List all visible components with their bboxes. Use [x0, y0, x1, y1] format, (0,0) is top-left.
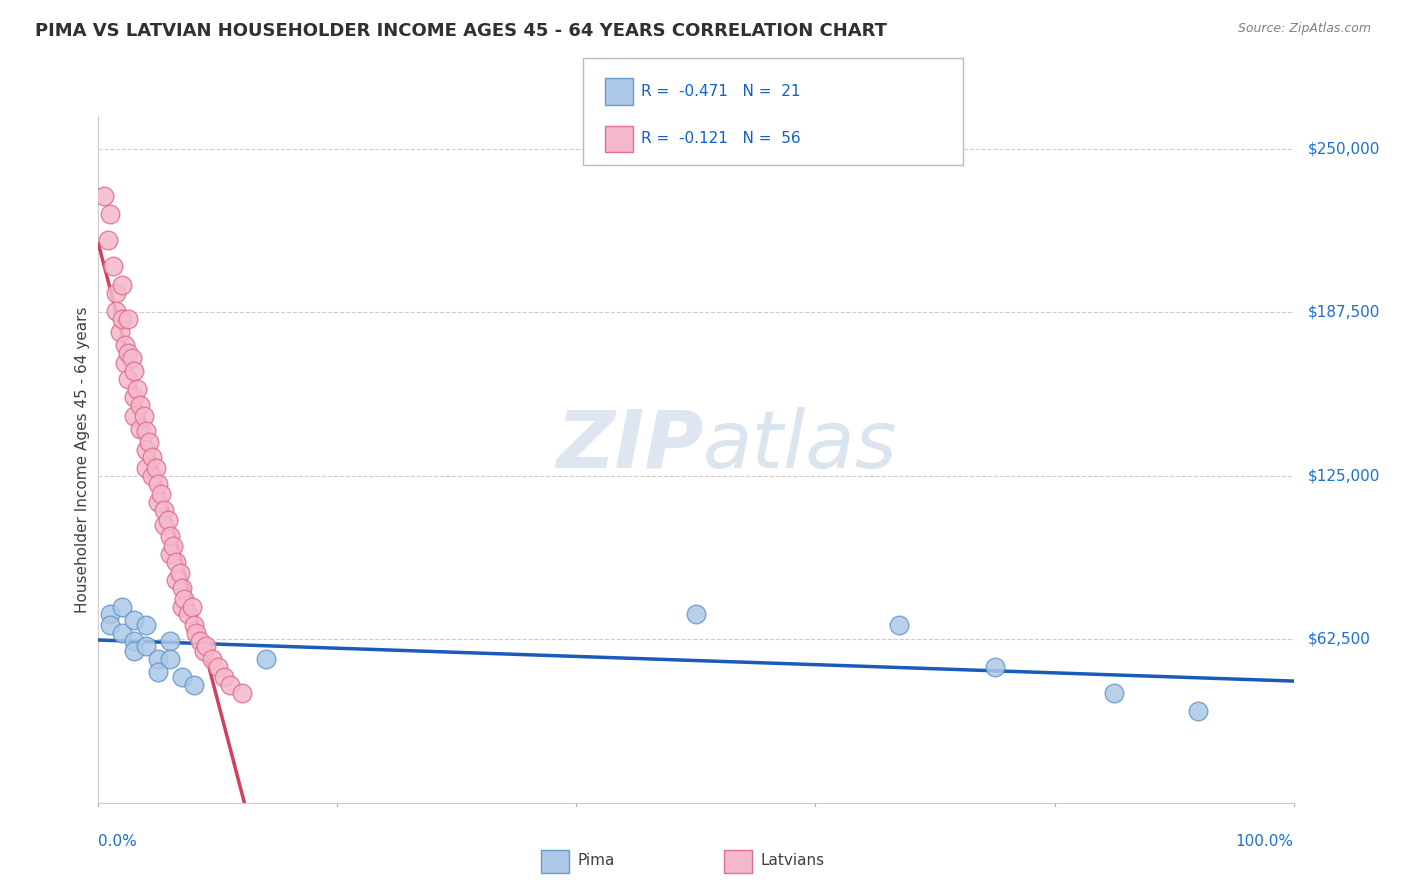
Point [111, 311, 134, 326]
Point [194, 639, 217, 653]
Point [121, 351, 143, 365]
Point [111, 625, 134, 640]
Point [177, 607, 200, 622]
Point [108, 325, 131, 339]
Point [183, 678, 205, 692]
Text: 0.0%: 0.0% [98, 834, 138, 848]
Point [254, 652, 277, 666]
Point [231, 686, 253, 700]
Point [162, 540, 184, 554]
Point [201, 652, 224, 666]
Point [135, 618, 157, 632]
Point [165, 574, 187, 588]
Point [169, 566, 191, 580]
Point [219, 678, 242, 692]
Point [889, 618, 911, 632]
Text: Latvians: Latvians [761, 854, 825, 868]
Point [148, 476, 170, 491]
Point [207, 659, 229, 673]
Point [98, 207, 122, 221]
Point [138, 434, 160, 449]
Point [172, 670, 194, 684]
Point [117, 311, 139, 326]
Point [183, 618, 205, 632]
Point [983, 659, 1005, 673]
Point [159, 529, 181, 543]
Point [149, 487, 172, 501]
Point [212, 670, 235, 684]
Text: PIMA VS LATVIAN HOUSEHOLDER INCOME AGES 45 - 64 YEARS CORRELATION CHART: PIMA VS LATVIAN HOUSEHOLDER INCOME AGES … [35, 22, 887, 40]
Point [117, 372, 139, 386]
Point [159, 652, 181, 666]
Point [105, 304, 128, 318]
Point [148, 665, 170, 679]
Point [141, 450, 163, 465]
Point [186, 625, 208, 640]
Point [125, 383, 148, 397]
Text: Pima: Pima [578, 854, 616, 868]
Point [153, 518, 176, 533]
Text: R =  -0.121   N =  56: R = -0.121 N = 56 [641, 131, 801, 146]
Point [193, 644, 215, 658]
Point [124, 613, 146, 627]
Point [98, 618, 122, 632]
Point [159, 547, 181, 561]
Point [159, 633, 181, 648]
Point [188, 633, 211, 648]
Point [180, 599, 202, 614]
Point [124, 409, 146, 423]
Point [165, 555, 187, 569]
Point [135, 639, 157, 653]
Text: 100.0%: 100.0% [1236, 834, 1294, 848]
Point [153, 502, 176, 516]
Point [129, 422, 152, 436]
Point [93, 188, 115, 202]
Point [148, 495, 170, 509]
Text: Source: ZipAtlas.com: Source: ZipAtlas.com [1237, 22, 1371, 36]
Point [1102, 686, 1125, 700]
Point [172, 599, 194, 614]
Point [685, 607, 707, 622]
Text: R =  -0.471   N =  21: R = -0.471 N = 21 [641, 85, 800, 99]
Point [124, 390, 146, 404]
Text: $125,000: $125,000 [1308, 468, 1381, 483]
Point [132, 409, 155, 423]
Point [135, 461, 157, 475]
Point [114, 356, 136, 370]
Point [124, 644, 146, 658]
Point [124, 364, 146, 378]
Point [145, 461, 167, 475]
Point [111, 599, 134, 614]
Point [97, 233, 120, 247]
Point [117, 345, 139, 359]
Point [156, 513, 179, 527]
Y-axis label: Householder Income Ages 45 - 64 years: Householder Income Ages 45 - 64 years [75, 306, 90, 613]
Text: $250,000: $250,000 [1308, 141, 1381, 156]
Text: $187,500: $187,500 [1308, 305, 1381, 319]
Text: atlas: atlas [703, 407, 898, 485]
Point [114, 338, 136, 352]
Point [129, 398, 152, 412]
Point [111, 277, 134, 292]
Point [141, 468, 163, 483]
Point [101, 260, 124, 274]
Point [98, 607, 122, 622]
Point [135, 424, 157, 438]
Point [124, 633, 146, 648]
Text: $62,500: $62,500 [1308, 632, 1371, 647]
Point [148, 652, 170, 666]
Text: ZIP: ZIP [555, 407, 703, 485]
Point [1187, 704, 1209, 718]
Point [172, 581, 194, 595]
Point [135, 442, 157, 457]
Point [173, 591, 195, 606]
Point [105, 285, 128, 300]
